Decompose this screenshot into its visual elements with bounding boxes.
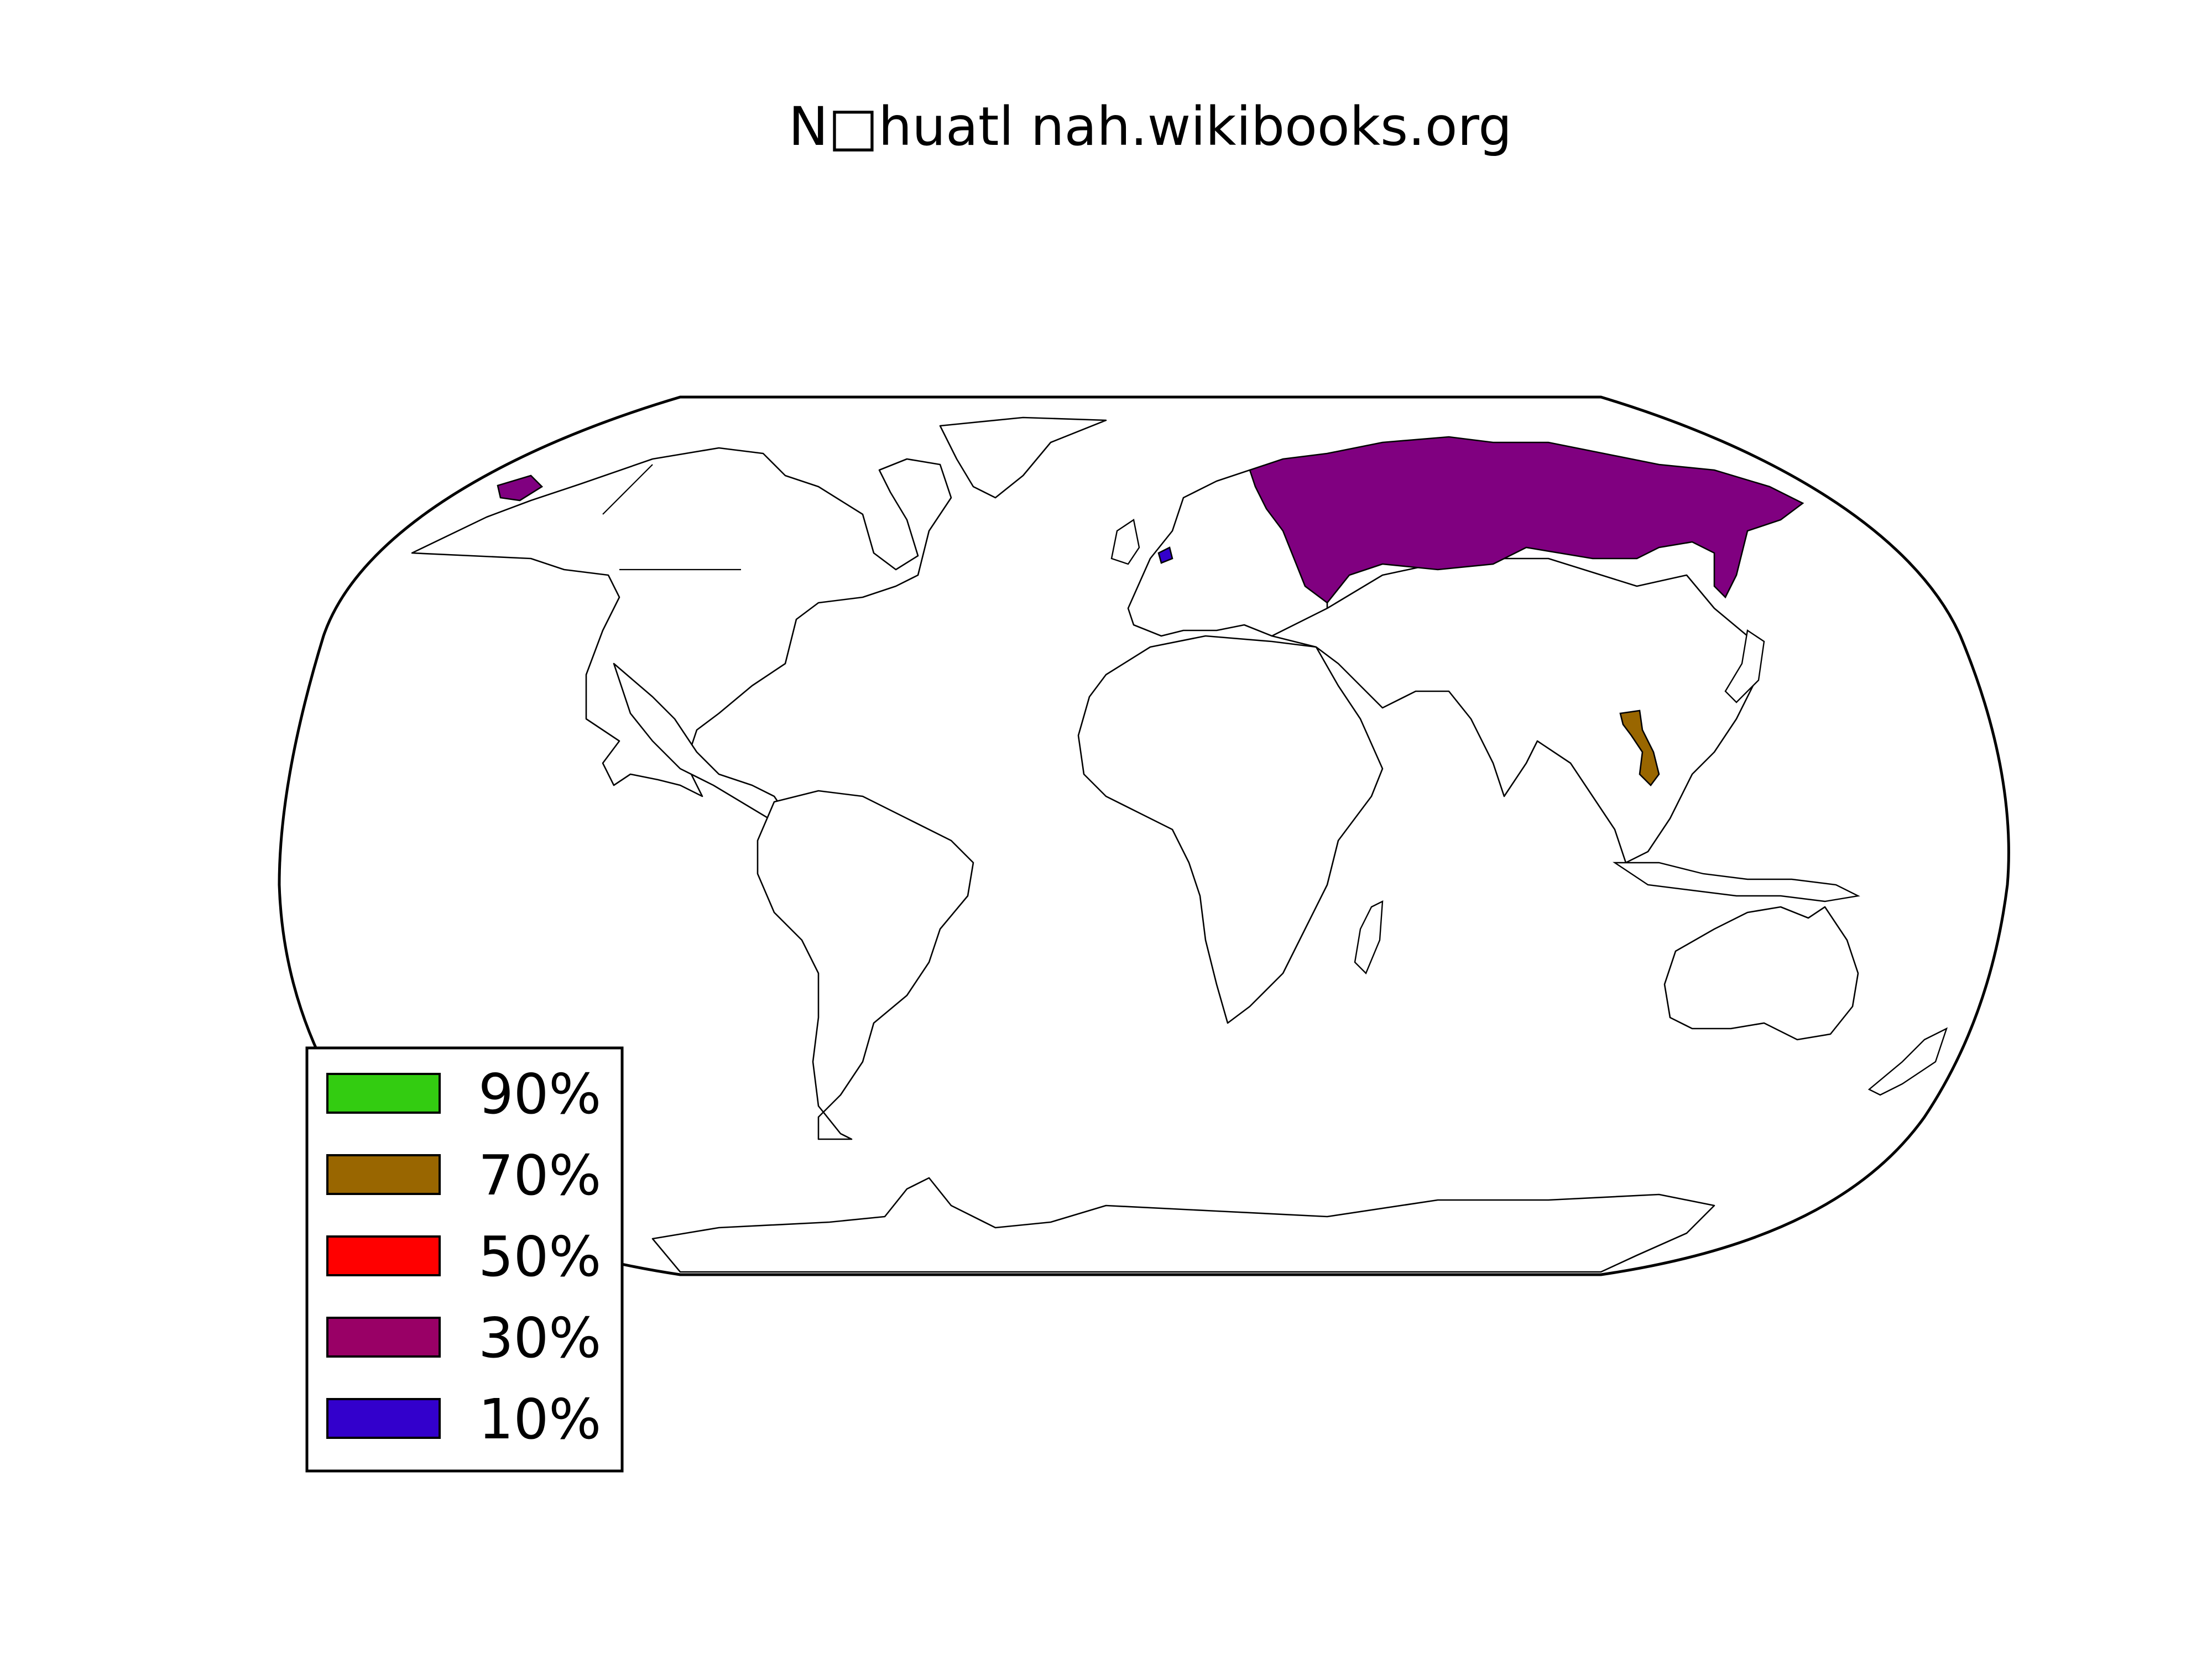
australia: [1663, 906, 1859, 1041]
legend-label: 10%: [478, 1387, 601, 1452]
legend-entry: 30%: [326, 1306, 601, 1370]
alaska-tip-region: [497, 474, 544, 502]
land-layer: [411, 416, 1948, 1273]
legend-swatch: [326, 1235, 441, 1276]
antarctica: [651, 1177, 1715, 1273]
south-america: [757, 790, 974, 1140]
madagascar: [1354, 900, 1384, 975]
legend-label: 70%: [478, 1143, 601, 1208]
legend-entry: 70%: [326, 1143, 601, 1208]
legend-swatch: [326, 1398, 441, 1439]
indonesia: [1613, 862, 1860, 902]
legend-swatch: [326, 1073, 441, 1114]
greenland: [939, 416, 1107, 499]
africa: [1077, 635, 1384, 1024]
map-title: N□huatl nah.wikibooks.org: [789, 96, 1512, 158]
uk: [1110, 519, 1140, 565]
japan: [1724, 629, 1765, 703]
legend-swatch: [326, 1154, 441, 1195]
netherlands-region: [1157, 546, 1173, 564]
new-zealand: [1867, 1027, 1948, 1096]
legend-label: 90%: [478, 1062, 601, 1126]
map-legend: 90% 70% 50% 30% 10%: [305, 1046, 624, 1473]
legend-entry: 90%: [326, 1062, 601, 1126]
legend-entry: 10%: [326, 1387, 601, 1452]
map-frame: [278, 395, 2010, 1276]
legend-entry: 50%: [326, 1224, 601, 1289]
vietnam-region: [1619, 709, 1660, 786]
alaska-border: [602, 464, 653, 515]
legend-swatch: [326, 1317, 441, 1358]
legend-label: 30%: [478, 1306, 601, 1370]
russia-region: [1249, 436, 1804, 604]
north-america: [411, 447, 952, 797]
legend-label: 50%: [478, 1224, 601, 1289]
